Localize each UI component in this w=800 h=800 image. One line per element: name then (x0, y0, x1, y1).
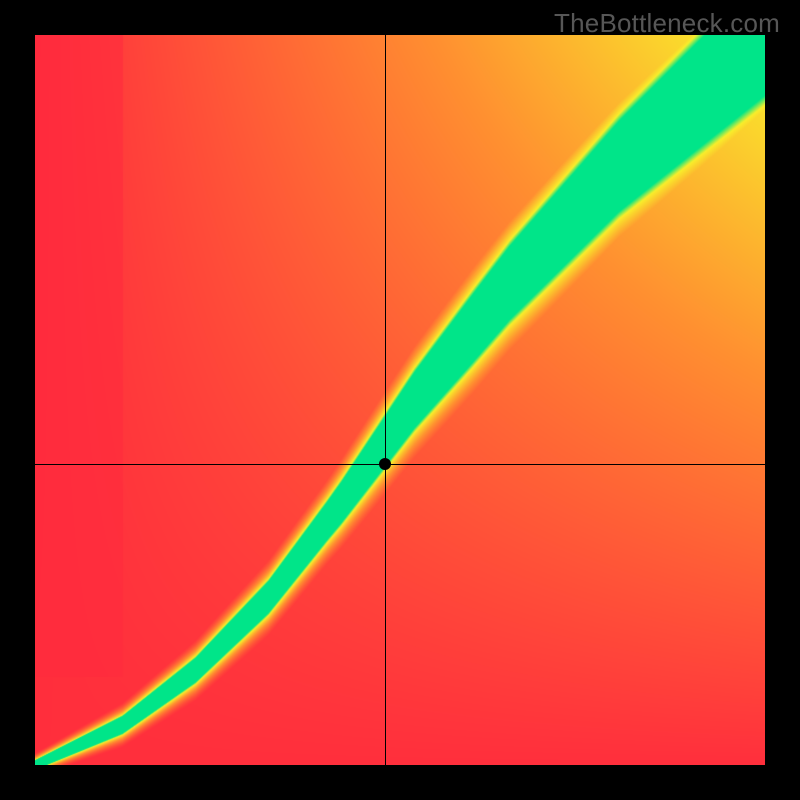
marker-point (379, 458, 391, 470)
crosshair-vertical (385, 35, 386, 765)
watermark-text: TheBottleneck.com (554, 8, 780, 39)
chart-container: TheBottleneck.com (0, 0, 800, 800)
crosshair-horizontal (35, 464, 765, 465)
heatmap-canvas (35, 35, 765, 765)
plot-area (35, 35, 765, 765)
